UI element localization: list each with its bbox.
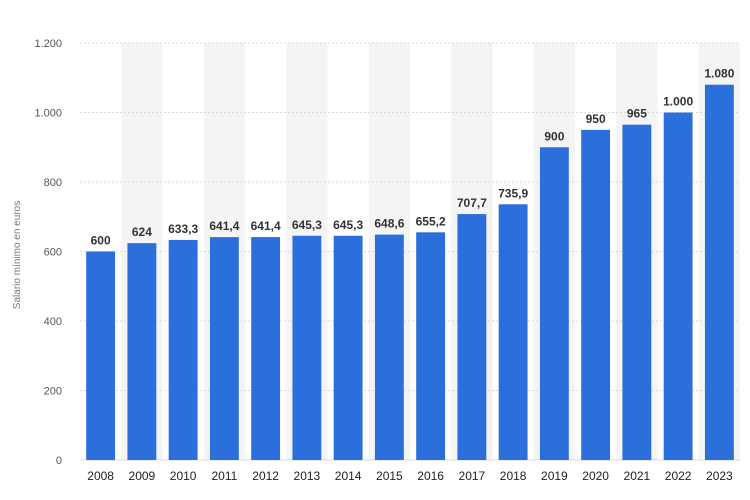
y-tick-label: 1.000 — [34, 108, 62, 120]
data-label: 641,4 — [209, 219, 239, 233]
x-tick-label: 2008 — [87, 469, 114, 483]
bars — [86, 84, 734, 460]
y-tick-label: 800 — [44, 177, 62, 189]
bar — [663, 112, 693, 460]
x-tick-label: 2023 — [706, 469, 733, 483]
bar — [86, 251, 116, 460]
data-label: 1.080 — [704, 67, 734, 81]
bar — [251, 237, 281, 460]
data-label: 633,3 — [168, 222, 198, 236]
bar — [416, 232, 446, 460]
y-tick-label: 1.200 — [34, 38, 62, 50]
data-label: 1.000 — [663, 95, 693, 109]
data-label: 900 — [544, 129, 564, 143]
bar — [209, 237, 239, 460]
x-tick-label: 2014 — [335, 469, 362, 483]
y-tick-label: 400 — [44, 316, 62, 328]
bar — [581, 129, 611, 460]
data-label: 950 — [586, 112, 606, 126]
data-label: 735,9 — [498, 186, 528, 200]
data-label: 645,3 — [333, 218, 363, 232]
x-tick-label: 2011 — [211, 469, 237, 483]
x-tick-label: 2017 — [459, 469, 486, 483]
x-tick-label: 2013 — [294, 469, 321, 483]
data-label: 707,7 — [457, 196, 487, 210]
bar — [168, 239, 198, 460]
bar — [622, 124, 652, 460]
bar — [333, 235, 363, 460]
data-label: 641,4 — [251, 219, 281, 233]
y-axis-ticks: 0 200 400 600 800 1.000 1.200 — [34, 38, 62, 467]
y-tick-label: 600 — [44, 247, 62, 259]
data-label: 648,6 — [374, 217, 404, 231]
data-label: 655,2 — [416, 214, 446, 228]
bar — [374, 234, 404, 460]
x-tick-label: 2012 — [252, 469, 279, 483]
data-label: 965 — [627, 107, 647, 121]
bar — [704, 84, 734, 460]
bar — [498, 204, 528, 460]
bar — [539, 147, 569, 460]
y-tick-label: 200 — [44, 386, 62, 398]
x-tick-label: 2019 — [541, 469, 568, 483]
x-tick-label: 2021 — [624, 469, 651, 483]
x-tick-label: 2016 — [417, 469, 444, 483]
x-tick-label: 2015 — [376, 469, 403, 483]
bar — [457, 214, 487, 460]
bar — [127, 243, 157, 460]
data-labels: 600 624 633,3 641,4 641,4 645,3 645,3 648,6 655,… — [91, 67, 735, 248]
y-tick-label: 0 — [56, 455, 62, 467]
data-label: 624 — [132, 225, 152, 239]
x-tick-label: 2022 — [665, 469, 692, 483]
x-axis-ticks: 2008 2009 2010 2011 2012 2013 2014 2015 2016 2017… — [87, 469, 733, 483]
x-tick-label: 2010 — [170, 469, 197, 483]
x-tick-label: 2018 — [500, 469, 527, 483]
y-axis-title: Salario mínimo en euros — [12, 201, 23, 309]
data-label: 645,3 — [292, 218, 322, 232]
x-tick-label: 2009 — [129, 469, 156, 483]
bar — [292, 235, 322, 460]
x-tick-label: 2020 — [582, 469, 609, 483]
data-label: 600 — [91, 234, 111, 248]
